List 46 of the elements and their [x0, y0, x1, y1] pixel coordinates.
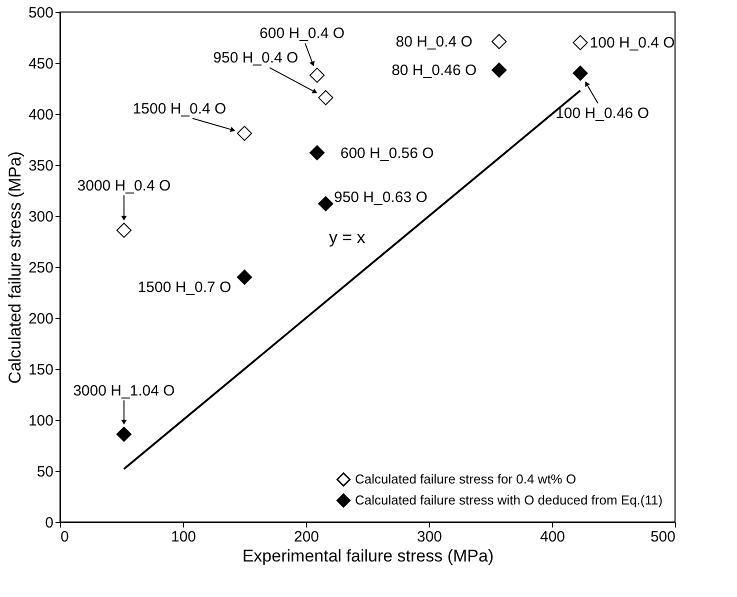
annotation: 3000 H_1.04 O	[73, 382, 175, 400]
legend-label: Calculated failure stress for 0.4 wt% O	[355, 472, 576, 486]
y-tick-label: 450	[28, 56, 54, 72]
y-tick-label: 500	[28, 4, 54, 22]
annotation: 1500 H_0.4 O	[132, 100, 226, 118]
point	[572, 35, 588, 50]
point	[236, 126, 252, 141]
y-tick-label: 300	[28, 208, 54, 226]
x-tick-label: 100	[170, 528, 196, 546]
annotation: 80 H_0.4 O	[396, 34, 472, 51]
point	[492, 34, 507, 50]
legend-label: Calculated failure stress with O deduced from Eq.(11)	[355, 492, 663, 508]
point	[236, 270, 252, 285]
x-tick-label: 0	[60, 528, 69, 546]
x-tick-label: 500	[650, 528, 676, 546]
x-tick-label: 400	[540, 528, 566, 546]
annotation: 100 H_0.4 O	[590, 34, 675, 52]
annotation: 1500 H_0.7 O	[138, 279, 232, 296]
x-tick-label: 300	[416, 528, 442, 546]
point	[572, 66, 588, 81]
y-tick-label: 350	[28, 158, 54, 174]
point	[318, 196, 334, 212]
series-label: y = x	[328, 228, 366, 247]
y-tick-label: 0	[45, 514, 54, 532]
y-tick-label: 100	[28, 412, 54, 430]
point	[318, 90, 334, 106]
annotation: 950 H_0.4 O	[213, 50, 298, 67]
annotation: 3000 H_0.4 O	[77, 177, 171, 194]
annotation: 80 H_0.46 O	[392, 62, 477, 80]
point	[116, 222, 132, 238]
x-tick-label: 200	[294, 528, 320, 546]
annotation: 950 H_0.63 O	[334, 188, 428, 206]
y-tick-label: 400	[28, 106, 54, 124]
y-tick-label: 250	[28, 260, 54, 276]
point	[310, 145, 325, 160]
x-axis-title: Experimental failure stress (MPa)	[242, 546, 494, 566]
point	[116, 426, 132, 442]
y-tick-label: 150	[28, 362, 54, 378]
annotation: 600 H_0.56 O	[340, 144, 434, 162]
y-tick-label: 200	[28, 310, 54, 328]
y-tick-label: 50	[36, 464, 54, 480]
annotation: 100 H_0.46 O	[556, 105, 649, 122]
point	[492, 62, 507, 78]
y-axis-title: Calculated failure stress (MPa)	[5, 151, 24, 384]
annotation: 600 H_0.4 O	[260, 25, 345, 42]
point	[310, 68, 325, 83]
